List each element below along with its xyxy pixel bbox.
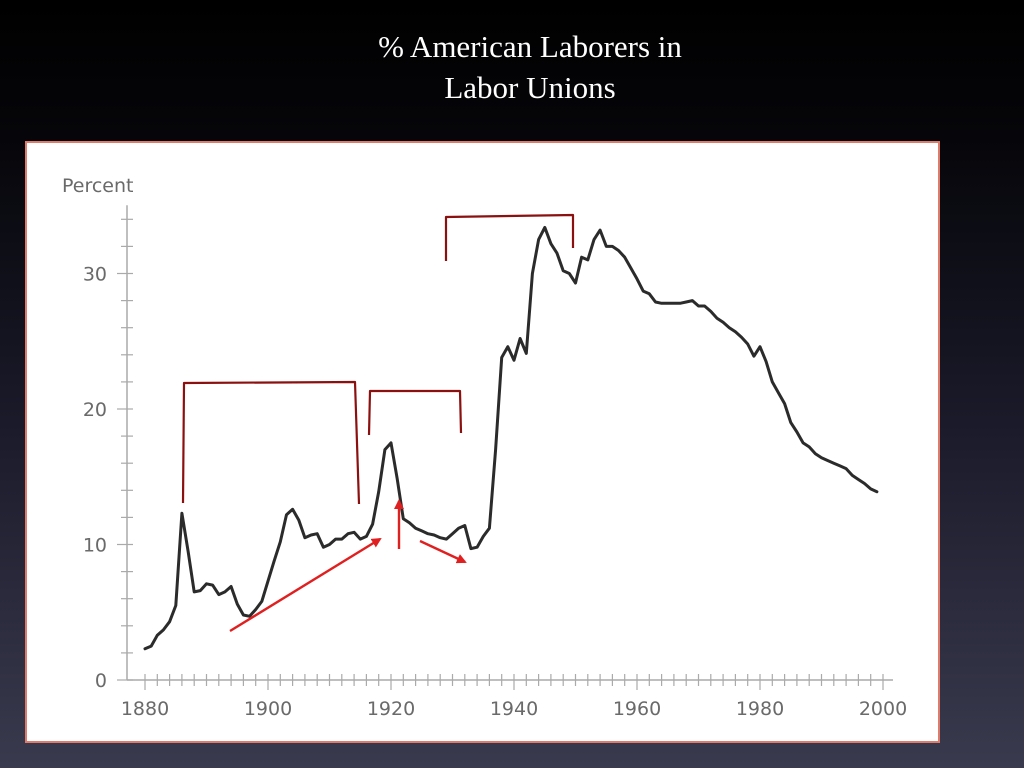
x-tick-label: 1920	[367, 698, 415, 720]
y-tick-label: 20	[83, 399, 107, 421]
x-tick-label: 1880	[121, 698, 169, 720]
x-tick-label: 2000	[859, 698, 907, 720]
y-tick-label: 10	[83, 535, 107, 557]
chart-tick-labels: 0 10 20 30 1880 1900 1920 1940 1960 1980 2000	[83, 264, 907, 721]
membership-series-line	[143, 225, 879, 651]
slide-title: % American Laborers in Labor Unions	[0, 26, 1024, 108]
y-axis-title: Percent	[62, 175, 134, 197]
x-tick-label: 1980	[736, 698, 784, 720]
x-tick-label: 1900	[244, 698, 292, 720]
arrow-decline	[419, 539, 467, 564]
bracket-1929-1950	[444, 213, 575, 261]
slide-title-line2: Labor Unions	[444, 70, 616, 105]
x-tick-label: 1940	[490, 698, 538, 720]
chart-axes	[126, 205, 893, 681]
slide-title-line1: % American Laborers in	[378, 29, 682, 64]
y-tick-label: 30	[83, 264, 107, 286]
bracket-1917-1931	[367, 389, 463, 436]
series-layer	[143, 225, 879, 651]
x-tick-label: 1960	[613, 698, 661, 720]
y-tick-label: 0	[95, 670, 107, 692]
bracket-1886-1915	[181, 380, 361, 505]
chart-frame: 0 10 20 30 1880 1900 1920 1940 1960 1980 2000 Perc…	[25, 141, 940, 743]
union-membership-chart: 0 10 20 30 1880 1900 1920 1940 1960 1980 2000 Perc…	[62, 175, 907, 721]
chart-ticks	[117, 218, 884, 690]
arrow-rising-trend	[229, 537, 382, 633]
annotations	[181, 213, 575, 633]
